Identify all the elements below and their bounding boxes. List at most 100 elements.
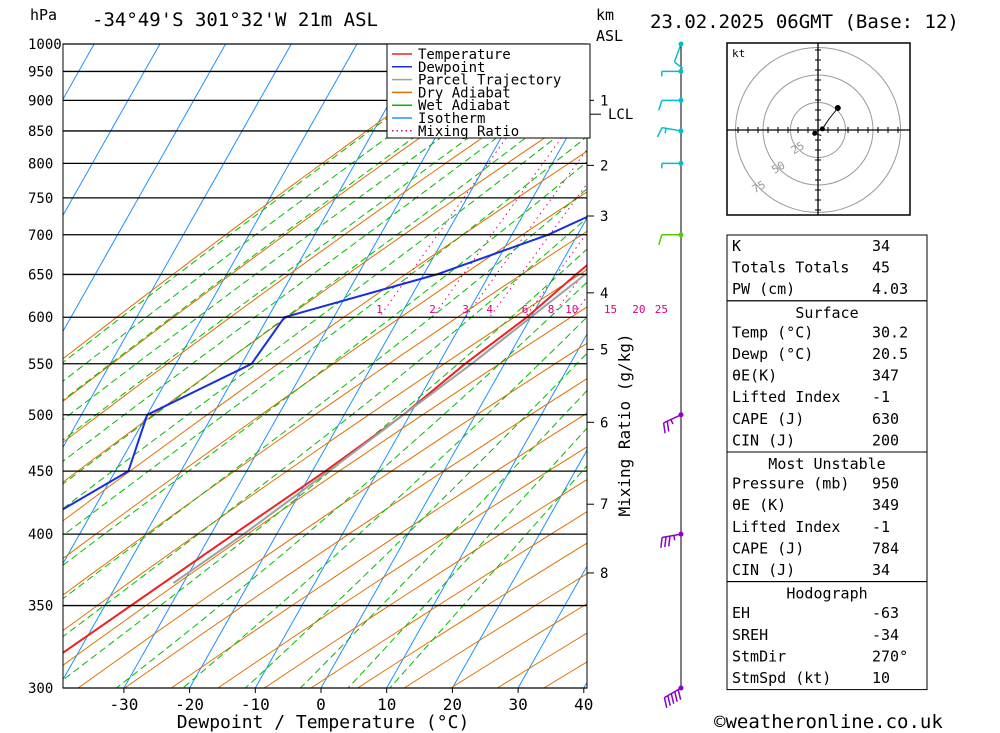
index-label: CIN (J) [732, 431, 795, 449]
pressure-tick-label: 350 [28, 599, 53, 615]
index-label: Dewp (°C) [732, 345, 813, 363]
hodograph-ring-label: 25 [789, 139, 807, 157]
index-label: K [732, 237, 741, 255]
index-value: 30.2 [872, 323, 908, 341]
dry-adiabat-line [264, 479, 587, 688]
hodograph-unit-label: kt [732, 47, 745, 60]
pressure-unit-label: hPa [30, 6, 57, 24]
index-value: 950 [872, 475, 899, 493]
pressure-tick-label: 550 [28, 357, 53, 373]
wind-level-dot [678, 232, 684, 238]
plot-border [62, 43, 588, 689]
hodograph-point [819, 126, 825, 132]
wind-barb-flag [664, 536, 667, 548]
wind-barb-staff [663, 414, 682, 424]
pressure-tick-label: 850 [28, 124, 53, 140]
index-value: 34 [872, 561, 890, 579]
pressure-tick-label: 700 [28, 228, 53, 244]
legend-entry: Dry Adiabat [418, 85, 511, 101]
wind-level-dot [678, 685, 684, 691]
km-tick-label: 6 [600, 415, 608, 431]
wind-barb-flag [656, 127, 663, 138]
km-tick-label: 3 [600, 209, 608, 225]
dry-adiabat-line [450, 603, 587, 688]
index-value: -34 [872, 626, 899, 644]
wet-adiabat-line [63, 44, 568, 421]
wind-barb-flag [673, 61, 684, 69]
wind-barb-staff [673, 43, 682, 63]
pressure-tick-label: 650 [28, 267, 53, 283]
wind-barb-flag [670, 693, 675, 704]
hodograph-end-point [834, 105, 841, 111]
dry-adiabat-line [63, 191, 587, 560]
wet-adiabat-line [63, 48, 587, 441]
index-value: 45 [872, 259, 890, 277]
wet-adiabat-line [245, 352, 587, 688]
wet-adiabat-line [63, 89, 587, 485]
location-title: -34°49'S 301°32'W 21m ASL [92, 9, 378, 31]
index-value: 200 [872, 431, 899, 449]
hodograph-ring-label: 75 [750, 178, 768, 196]
isotherm-line [386, 333, 587, 688]
wet-adiabat-line [300, 389, 587, 688]
wind-barb-flag [662, 422, 666, 434]
mixing-ratio-label: 1 [376, 303, 383, 316]
wet-adiabat-line [182, 316, 587, 688]
dry-adiabat-line [217, 446, 587, 688]
wind-barb-staff [661, 126, 682, 132]
mixing-ratio-axis-label: Mixing Ratio (g/kg) [615, 333, 634, 516]
x-tick-label: -10 [241, 695, 270, 714]
km-tick-label: 2 [600, 158, 608, 174]
legend-entry: Dewpoint [418, 60, 485, 76]
wind-barb [661, 160, 684, 169]
index-value: 34 [872, 237, 890, 255]
dry-adiabat-line [63, 306, 587, 666]
wind-level-dot [678, 531, 684, 537]
isotherm-line [0, 44, 29, 688]
wind-level-dot [678, 97, 684, 103]
x-tick-label: -30 [109, 695, 138, 714]
pressure-tick-label: 300 [28, 681, 53, 697]
index-value: 4.03 [872, 280, 908, 298]
wind-barb-flag [666, 421, 670, 432]
km-tick-label: 7 [600, 497, 608, 513]
indices-table: K 34 Totals Totals 45 PW (cm) 4.03 SurfaceTemp… [726, 234, 928, 691]
index-label: θE (K) [732, 496, 786, 514]
index-label: Totals Totals [732, 259, 849, 277]
pressure-tick-label: 400 [28, 527, 53, 543]
wind-barb-flag [658, 234, 663, 245]
km-tick-label: 8 [600, 566, 608, 582]
index-value: 10 [872, 669, 890, 687]
diagram-frame [62, 43, 588, 689]
wind-profile [656, 41, 684, 708]
isotherm-line [451, 449, 587, 688]
dry-adiabat-line [77, 342, 587, 688]
sounding-profiles [63, 215, 587, 654]
km-label: km [596, 6, 614, 24]
index-value: -1 [872, 518, 890, 536]
pressure-tick-label: 1000 [28, 37, 62, 53]
isotherm-line [320, 217, 587, 688]
isotherm-line [189, 44, 555, 688]
index-label: EH [732, 604, 750, 622]
mixing-ratio-label: 2 [429, 303, 436, 316]
wind-barb-half-flag [673, 535, 676, 541]
x-tick-label: 0 [316, 695, 326, 714]
temperature-profile [63, 263, 587, 654]
wind-barb-flag [677, 689, 682, 700]
index-value: -63 [872, 604, 899, 622]
wind-barb-flag [668, 535, 671, 547]
index-value: 349 [872, 496, 899, 514]
isotherm-line [63, 44, 227, 333]
section-title: Most Unstable [768, 455, 885, 473]
copyright-text: ©weatheronline.co.uk [714, 711, 943, 733]
index-label: StmSpd (kt) [732, 669, 831, 687]
wind-barb [658, 97, 684, 111]
wet-adiabat-line [63, 112, 587, 510]
parcel-trajectory-profile [172, 271, 587, 584]
index-label: SREH [732, 626, 768, 644]
index-value: 784 [872, 539, 899, 557]
km-tick-label: 4 [600, 286, 608, 302]
index-label: CAPE (J) [732, 410, 804, 428]
